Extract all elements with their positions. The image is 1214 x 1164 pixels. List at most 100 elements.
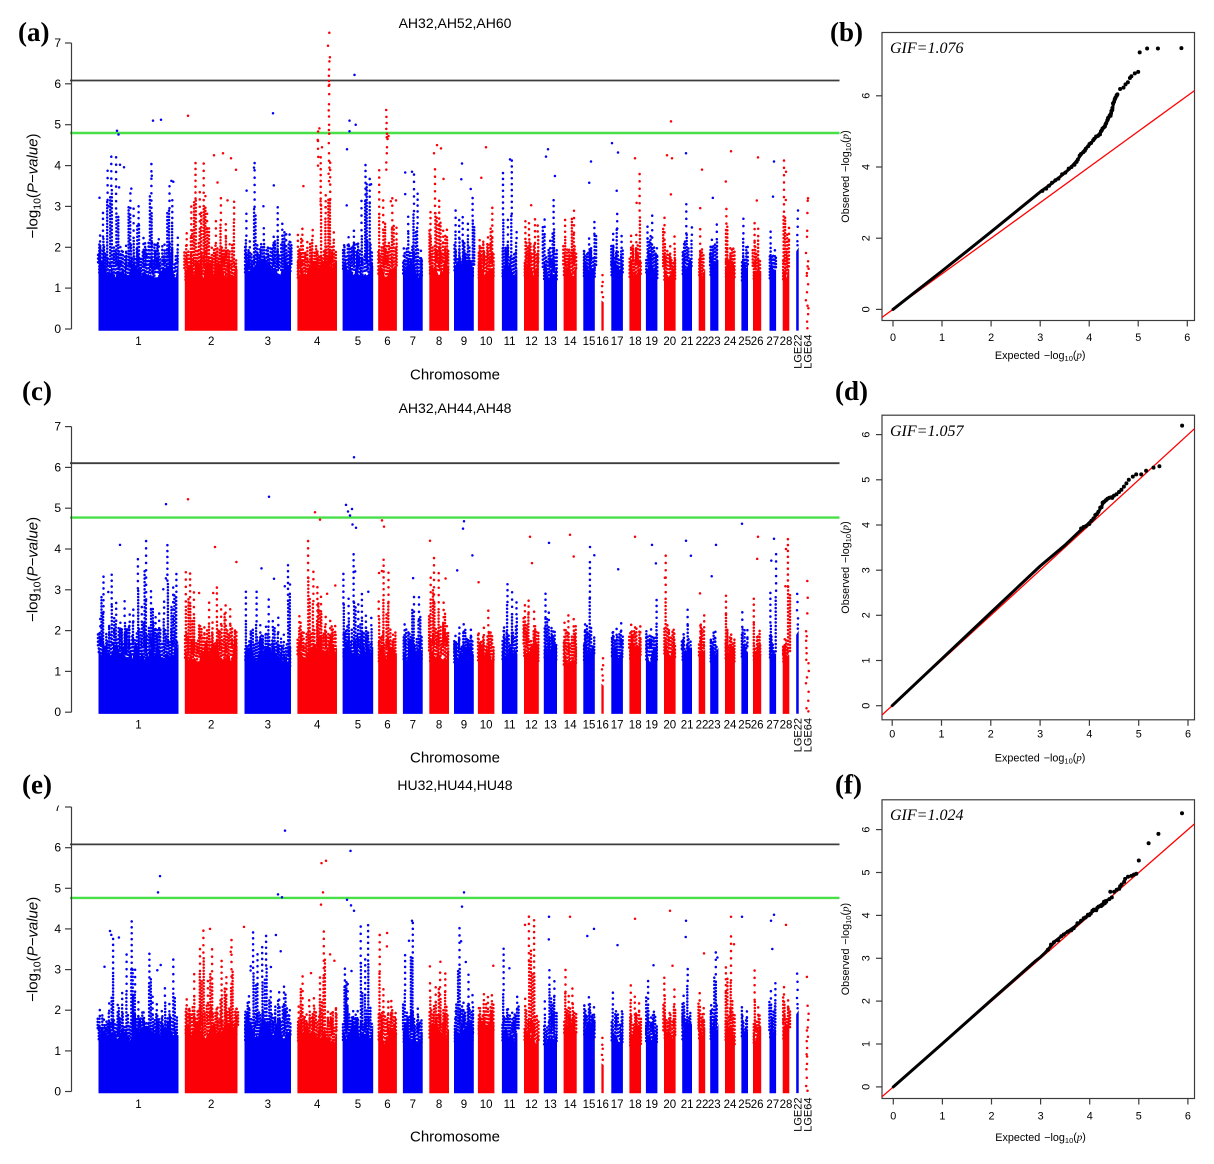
svg-text:1: 1 [939,1111,945,1123]
svg-text:0: 0 [890,1111,896,1123]
svg-text:4: 4 [314,720,321,732]
svg-text:23: 23 [708,720,721,732]
svg-text:5: 5 [1136,729,1142,741]
svg-text:22: 22 [696,720,709,732]
svg-text:15: 15 [583,1099,596,1111]
svg-text:4: 4 [861,522,873,528]
svg-text:2: 2 [861,612,873,618]
svg-text:11: 11 [504,336,516,348]
svg-text:25: 25 [738,336,751,348]
svg-text:17: 17 [611,1099,624,1111]
svg-text:2: 2 [54,240,61,254]
svg-text:2: 2 [861,998,873,1004]
svg-text:4: 4 [54,922,61,936]
svg-text:4: 4 [314,336,321,348]
svg-text:1: 1 [54,1044,61,1058]
svg-text:18: 18 [629,1099,642,1111]
svg-text:22: 22 [696,1099,709,1111]
svg-text:GIF=1.076: GIF=1.076 [890,40,963,57]
svg-text:0: 0 [54,705,61,719]
svg-text:4: 4 [1087,1111,1093,1123]
svg-text:12: 12 [525,336,538,348]
svg-text:Chromosome: Chromosome [410,1129,500,1146]
svg-text:14: 14 [564,1099,577,1111]
svg-text:20: 20 [663,720,676,732]
svg-text:8: 8 [436,1099,442,1111]
svg-text:5: 5 [861,869,873,875]
svg-text:26: 26 [751,720,764,732]
svg-text:4: 4 [54,542,61,556]
svg-text:28: 28 [780,1099,793,1111]
svg-text:7: 7 [410,720,416,732]
svg-text:10: 10 [480,720,493,732]
svg-text:4: 4 [861,912,873,918]
svg-text:5: 5 [355,1099,361,1111]
svg-text:2: 2 [208,336,214,348]
svg-text:24: 24 [724,336,737,348]
svg-text:HU32,HU44,HU48: HU32,HU44,HU48 [397,777,512,793]
svg-text:3: 3 [265,1099,271,1111]
svg-text:15: 15 [583,720,596,732]
svg-text:24: 24 [724,720,737,732]
svg-text:3: 3 [1037,729,1043,741]
svg-text:LGE64: LGE64 [802,1098,814,1132]
svg-text:9: 9 [461,1099,467,1111]
svg-text:Expected −log10(p): Expected −log10(p) [995,350,1086,364]
svg-text:Expected −log10(p): Expected −log10(p) [995,1132,1086,1146]
svg-text:6: 6 [1184,332,1190,344]
svg-text:27: 27 [766,336,779,348]
svg-text:0: 0 [861,1084,873,1090]
svg-text:15: 15 [583,336,596,348]
svg-text:6: 6 [1185,729,1191,741]
svg-text:(d): (d) [835,376,868,406]
svg-text:20: 20 [663,1099,676,1111]
svg-text:1: 1 [54,281,61,295]
svg-text:25: 25 [738,720,751,732]
svg-text:16: 16 [596,336,609,348]
svg-text:6: 6 [384,336,390,348]
svg-text:Chromosome: Chromosome [410,750,500,767]
svg-text:14: 14 [564,720,577,732]
svg-text:5: 5 [861,477,873,483]
svg-text:LGE22: LGE22 [793,1098,805,1132]
svg-text:20: 20 [663,336,676,348]
svg-text:2: 2 [988,1111,994,1123]
svg-text:4: 4 [1086,332,1092,344]
svg-text:1: 1 [861,657,873,663]
svg-text:Chromosome: Chromosome [410,367,500,384]
svg-text:1: 1 [861,1041,873,1047]
svg-text:3: 3 [861,567,873,573]
svg-text:3: 3 [265,336,271,348]
svg-text:0: 0 [890,332,896,344]
svg-text:Observed −log10(p): Observed −log10(p) [840,521,854,613]
svg-text:Observed −log10(p): Observed −log10(p) [840,130,854,222]
svg-text:5: 5 [54,881,61,895]
svg-text:8: 8 [436,720,442,732]
svg-text:23: 23 [708,1099,721,1111]
svg-text:16: 16 [596,1099,609,1111]
svg-text:2: 2 [988,332,994,344]
svg-text:21: 21 [681,1099,694,1111]
svg-text:3: 3 [861,955,873,961]
svg-text:4: 4 [54,159,61,173]
svg-text:(e): (e) [22,770,52,800]
svg-text:13: 13 [544,336,557,348]
svg-text:28: 28 [780,336,793,348]
svg-text:7: 7 [410,1099,416,1111]
svg-text:3: 3 [54,583,61,597]
svg-text:GIF=1.057: GIF=1.057 [890,423,964,440]
svg-text:3: 3 [54,963,61,977]
svg-text:19: 19 [645,336,658,348]
svg-text:27: 27 [766,1099,779,1111]
svg-text:8: 8 [436,336,442,348]
svg-text:0: 0 [889,729,895,741]
svg-text:21: 21 [681,336,694,348]
svg-text:6: 6 [861,93,873,99]
svg-text:6: 6 [54,460,61,474]
svg-text:1: 1 [938,729,944,741]
svg-text:−log10(P−value): −log10(P−value) [25,517,44,622]
svg-text:24: 24 [724,1099,737,1111]
svg-text:6: 6 [1185,1111,1191,1123]
svg-text:Expected −log10(p): Expected −log10(p) [995,752,1086,766]
svg-text:(c): (c) [22,376,52,406]
